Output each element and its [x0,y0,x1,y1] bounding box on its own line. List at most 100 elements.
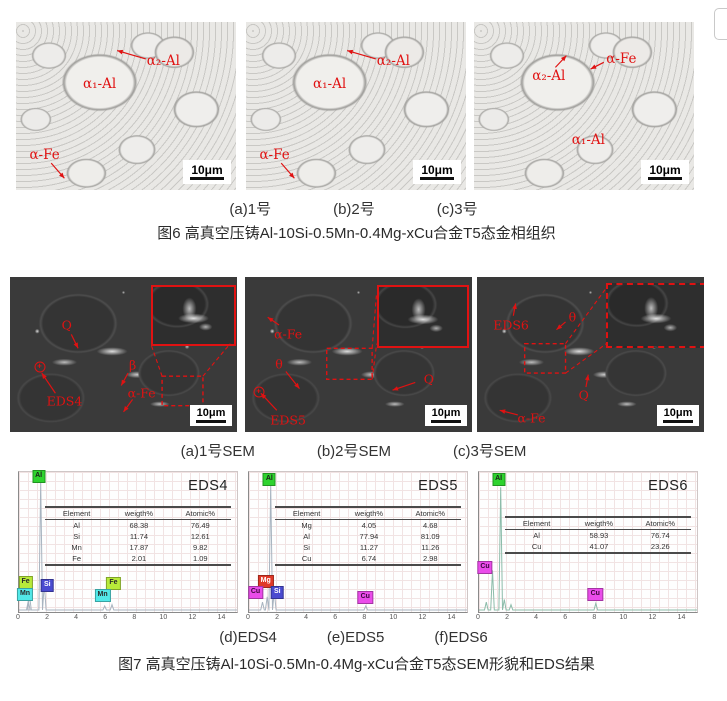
scale-bar-line [190,177,224,180]
magnified-region-box [161,375,204,407]
eds-table-cell: 81.09 [420,532,440,541]
eds-point-marker: + [253,386,265,398]
eds-table-row: Al 58.93 76.74 [505,530,691,541]
scale-bar-label: 10μm [196,407,226,420]
annotation-label: α-Fe [29,146,60,163]
eds-table-row: Cu 6.74 2.98 [275,553,461,564]
eds-table-cell: 4.05 [361,521,377,530]
eds-plot-area: Al Si Fe Mn Fe Mn EDS4 Element weigth% Atomic% Al 6… [16,470,238,613]
figure7-caption: 图7 高真空压铸Al-10Si-0.5Mn-0.4Mg-xCu合金T5态SEM形… [118,656,595,673]
scale-bar: 10μm [657,405,699,426]
eds-table-cell: 11.74 [129,532,149,541]
eds-table-row: Mn 17.87 9.82 [45,542,231,553]
figure6-panels: α₂-Al α₁-Al α-Fe 10μm α₂-Al α₁-Al α-Fe 10μm α₂… [0,22,727,190]
axis-tick-label: 2 [275,614,280,621]
axis-tick-label: 8 [592,614,597,621]
eds-table-cell: Cu [531,542,542,551]
eds-table-cell: 12.61 [190,532,210,541]
magnified-region-box [326,347,373,381]
scale-bar: 10μm [413,160,461,184]
scale-bar-label: 10μm [431,407,461,420]
eds-table-cell: 1.09 [192,554,208,563]
annotation-label: θ [275,356,283,372]
axis-tick-label: 8 [132,614,137,621]
element-peak-label: Fe [18,576,33,589]
eds-table-cell: 2.01 [131,554,147,563]
eds-table-row: Cu 41.07 23.26 [505,541,691,552]
eds-plot-area: Al Mg Cu Si Cu EDS5 Element weigth% Atomic% Mg 4.0… [247,471,468,613]
figure7-eds-subcaptions: (d)EDS4 (e)EDS5 (f)EDS6 [0,629,727,646]
eds-table: Element weigth% Atomic% Al 68.38 76.49 Si 11.74… [45,506,231,566]
eds-table-header: weigth% [354,509,384,518]
subcaption-f-eds: (f)EDS6 [434,629,488,646]
subcaption-e-eds: (e)EDS5 [326,629,385,646]
scale-bar-label: 10μm [191,163,223,177]
page-edge-artifact [714,8,727,40]
eds-chart-5: Al Mg Cu Si Cu EDS5 Element weigth% Atomic% Mg 4.0… [246,471,468,623]
eds-table-cell: 41.07 [589,542,609,551]
axis-tick-label: 4 [74,614,79,621]
eds-table-cell: Al [303,532,310,541]
element-peak-label: Al [492,473,506,486]
annotation-label: EDS4 [46,393,83,409]
axis-tick-label: 14 [677,614,686,621]
annotation-label: α-Fe [274,326,303,342]
subcaption-b: (b)2号 [333,201,375,218]
axis-tick-label: 14 [217,614,226,621]
element-peak-label: Cu [357,591,373,604]
eds-chart-6: Al Cu Cu EDS6 Element weigth% Atomic% Al 58.93 76… [476,471,698,623]
eds-table-header: Atomic% [645,519,676,528]
eds-table-row: Al 77.94 81.09 [275,531,461,542]
scale-bar-line [420,177,454,180]
eds-point-marker: + [34,361,45,373]
axis-tick-label: 10 [389,614,398,621]
subcaption-d-eds: (d)EDS4 [219,629,277,646]
eds-table-row: Si 11.74 12.61 [45,531,231,542]
micrograph-panel-3: α₂-Al α-Fe α₁-Al 10μm [474,22,694,190]
annotation-label: Q [423,371,434,387]
eds-table-header: Element [292,509,321,518]
eds-table-cell: Al [73,521,80,530]
scale-bar-line [663,420,693,423]
annotation-label: α₂-Al [532,67,566,84]
eds-table-cell: Cu [301,554,312,563]
sem-inset-box [606,283,704,348]
scale-bar-label: 10μm [649,163,681,177]
eds-table-row: Mg 4.05 4.68 [275,520,461,531]
eds-table-cell: 76.49 [190,521,210,530]
annotation-arrow-layer [260,292,416,411]
scale-bar-label: 10μm [421,163,453,177]
element-peak-label: Cu [247,586,264,599]
eds-table-cell: 11.26 [421,543,440,552]
element-peak-label: Si [41,579,54,592]
axis-tick-label: 12 [418,614,427,621]
scale-bar-line [196,420,226,423]
axis-tick-label: 8 [362,614,367,621]
element-peak-label: Mn [16,588,34,601]
annotation-label: Q [578,387,589,403]
eds-table-row: Si 11.27 11.26 [275,542,461,553]
subcaption-c-sem: (c)3号SEM [453,443,527,460]
eds-table-cell: Si [73,532,80,541]
eds-table-cell: Mn [71,543,82,552]
axis-tick-label: 6 [103,614,108,621]
axis-tick-label: 12 [648,614,657,621]
annotation-label: θ [568,309,577,325]
scale-bar: 10μm [183,160,231,184]
micrograph-panel-2: α₂-Al α₁-Al α-Fe 10μm [246,22,466,190]
element-peak-label: Al [32,470,46,483]
axis-tick-label: 10 [619,614,628,621]
subcaption-b-sem: (b)2号SEM [316,443,392,460]
annotation-label: α₂-Al [146,52,180,69]
eds-table-cell: 23.26 [650,542,670,551]
element-peak-label: Mg [257,575,274,588]
axis-tick-label: 0 [246,614,250,621]
annotation-label: EDS6 [493,317,529,333]
eds-table-header-row: Element weigth% Atomic% [505,518,691,530]
eds-spectrum-line [19,481,237,611]
eds-table-header: Atomic% [415,509,446,518]
eds-table-cell: 11.27 [359,543,379,552]
eds-table-header: weigth% [124,509,154,518]
axis-tick-label: 0 [16,614,20,621]
